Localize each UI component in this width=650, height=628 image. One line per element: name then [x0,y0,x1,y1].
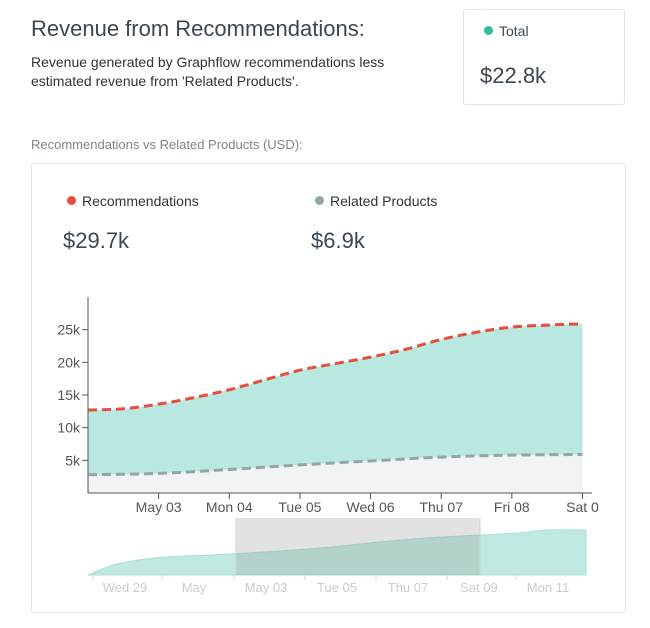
chart-card: Recommendations $29.7k Related Products … [31,163,626,613]
page-title: Revenue from Recommendations: [31,16,365,41]
total-legend: Total [484,23,529,39]
navigator-label: May [182,580,207,595]
x-tick-label: Wed 06 [347,499,395,515]
total-label: Total [499,23,529,39]
navigator-selection [236,518,480,575]
y-tick-label: 20k [57,354,81,370]
page-subtitle: Revenue generated by Graphflow recommend… [31,54,385,89]
y-tick-label: 15k [57,387,81,403]
related-products-line [87,452,583,477]
x-tick-label: Tue 05 [278,499,321,515]
legend-recommendations[interactable]: Recommendations [67,193,199,209]
recommendations-dot-icon [67,196,76,205]
total-value: $22.8k [480,63,547,88]
navigator-area [87,529,587,576]
navigator-label: Mon 11 [527,580,569,595]
navigator-label: May 03 [245,580,288,595]
x-tick-label: May 03 [136,499,182,515]
x-tick-label: Fri 08 [494,499,530,515]
navigator-label: Thu 07 [388,580,428,595]
navigator-label: Tue 05 [317,580,357,595]
y-tick-label: 5k [65,452,81,468]
x-tick-label: Mon 04 [206,499,253,515]
x-tick-label: Thu 07 [419,499,463,515]
y-tick-label: 25k [57,322,81,338]
related-products-dot-icon [315,196,324,205]
recommendations-line [87,322,583,412]
section-label: Recommendations vs Related Products (USD… [31,137,303,152]
main-chart: 5k 10k 15k 20k 25k May 03 Mon 04 Tue 05 Wed 06 Th… [57,297,599,515]
x-tick-label: Sat 0 [566,499,599,515]
legend-related-products-label: Related Products [330,193,438,209]
total-card: Total $22.8k [463,9,625,105]
legend-related-products[interactable]: Related Products [315,193,437,209]
related-products-value: $6.9k [311,228,365,253]
navigator-label: Sat 09 [460,580,498,595]
range-navigator[interactable]: Wed 29 May May 03 Tue 05 Thu 07 Sat 09 Mon 11 [87,518,587,595]
legend-recommendations-label: Recommendations [82,193,199,209]
navigator-label: Wed 29 [103,580,148,595]
related-products-area [88,454,583,493]
recommendations-area [88,323,583,475]
y-tick-label: 10k [57,420,81,436]
total-dot-icon [484,26,493,35]
recommendations-value: $29.7k [63,228,130,253]
